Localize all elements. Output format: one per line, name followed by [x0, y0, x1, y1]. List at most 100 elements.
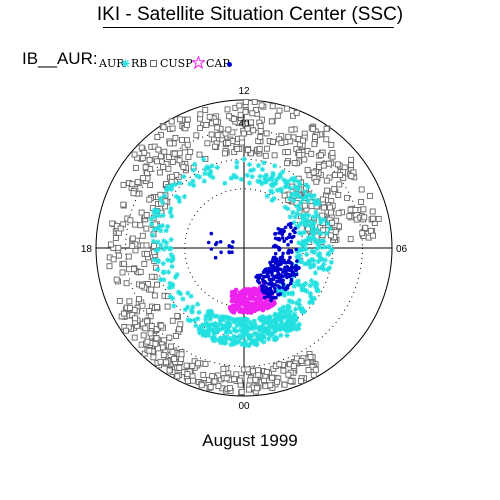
aur-point [187, 181, 193, 187]
cusp-point [241, 288, 246, 293]
aur-point [206, 165, 212, 171]
cap-point [285, 272, 289, 276]
rb-point [176, 150, 183, 157]
mlt-label-00: 00 [238, 401, 250, 412]
aur-point [293, 315, 299, 322]
aur-point [226, 317, 232, 323]
aur-point [165, 269, 172, 275]
rb-point [332, 172, 338, 179]
rb-point [311, 141, 318, 148]
rb-point [146, 347, 153, 354]
rb-point [323, 136, 330, 143]
rb-point [226, 113, 233, 120]
rb-point [146, 196, 153, 203]
rb-point [166, 154, 173, 160]
rb-point [148, 273, 155, 280]
rb-point [117, 225, 124, 232]
rb-point [270, 138, 277, 145]
aur-point [304, 217, 310, 223]
aur-point [278, 188, 285, 194]
rb-point [196, 151, 203, 158]
series-aur [148, 156, 335, 349]
rb-point [255, 367, 262, 374]
aur-point [218, 336, 224, 342]
rb-point [151, 292, 158, 299]
rb-point [288, 126, 295, 133]
aur-point [318, 219, 324, 226]
aur-point [259, 181, 265, 187]
aur-point [232, 327, 238, 334]
cusp-point [253, 305, 258, 311]
aur-point [159, 223, 166, 229]
aur-point [284, 307, 290, 314]
aur-point [165, 223, 171, 230]
aur-point [253, 337, 259, 343]
aur-point [321, 261, 327, 268]
aur-point [234, 323, 240, 329]
aur-point [239, 332, 245, 339]
rb-point [132, 315, 139, 322]
rb-point [348, 162, 354, 169]
series-cap [206, 221, 301, 303]
rb-point [203, 121, 210, 128]
aur-point [294, 224, 300, 230]
aur-point [312, 270, 319, 276]
aur-point [306, 213, 312, 219]
aur-point [273, 177, 280, 183]
aur-point [210, 326, 217, 332]
cap-point [287, 258, 291, 263]
rb-point [109, 220, 116, 227]
aur-point [300, 214, 307, 220]
rb-point [358, 199, 365, 205]
rb-point [185, 154, 192, 160]
aur-point [252, 322, 258, 328]
rb-point [307, 354, 314, 360]
rb-point [107, 241, 114, 248]
aur-point [265, 177, 271, 183]
aur-point [296, 321, 302, 327]
aur-point [272, 311, 279, 317]
rb-point [231, 376, 238, 383]
aur-point [163, 244, 169, 250]
cap-point [280, 254, 285, 259]
aur-point [296, 230, 302, 236]
rb-point [129, 242, 136, 249]
aur-point [236, 316, 242, 322]
aur-point [325, 251, 331, 258]
rb-point [158, 153, 164, 160]
aur-point [191, 317, 198, 323]
cusp-point [255, 288, 261, 293]
cap-point [281, 251, 285, 256]
rb-point [183, 121, 190, 128]
rb-point [242, 108, 249, 115]
rb-point [183, 362, 190, 369]
cap-point [264, 267, 268, 272]
cap-point [286, 222, 291, 227]
aur-point [153, 248, 159, 254]
aur-point [176, 198, 182, 205]
aur-point [326, 243, 332, 250]
aur-point [309, 248, 315, 254]
aur-point [155, 213, 162, 219]
aur-point [168, 258, 175, 264]
aur-point [167, 293, 173, 300]
rb-point [280, 367, 287, 374]
aur-point [168, 237, 174, 243]
rb-point [348, 173, 355, 180]
cap-point [280, 236, 285, 240]
rb-point [139, 302, 146, 309]
aur-point [176, 195, 182, 201]
rb-point [131, 307, 138, 314]
aur-point [269, 176, 275, 182]
rb-point [301, 156, 308, 163]
rb-point [148, 286, 155, 293]
aur-point [214, 313, 220, 319]
rb-point [274, 112, 281, 119]
rb-point [112, 235, 119, 241]
cap-point [274, 274, 278, 279]
aur-point [305, 261, 311, 267]
aur-point [260, 330, 266, 336]
rb-point [361, 214, 368, 221]
cusp-point [244, 287, 250, 293]
rb-point [297, 377, 304, 384]
